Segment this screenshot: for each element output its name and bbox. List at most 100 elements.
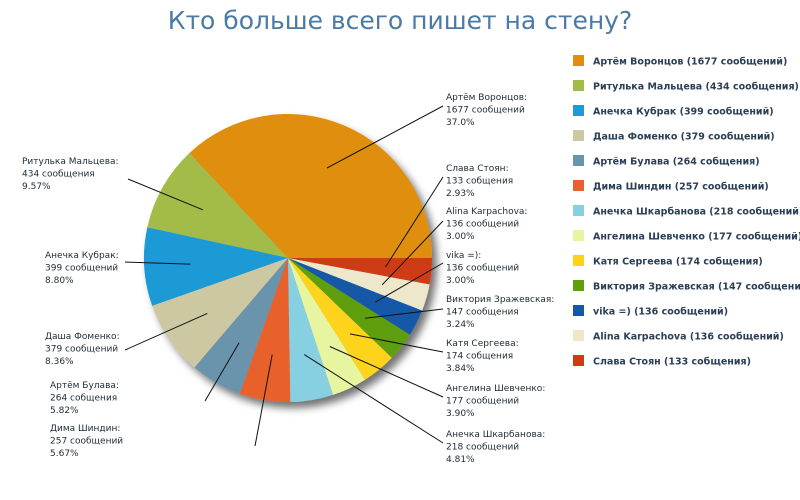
slice-4 xyxy=(194,258,288,394)
leader-line-3 xyxy=(124,312,208,351)
slice-0 xyxy=(189,114,432,258)
legend-item-0: Артём Воронцов (1677 сообщений) xyxy=(573,55,787,68)
legend-swatch xyxy=(573,130,584,141)
slice-label-8: Катя Сергеева: 174 собщения 3.84% xyxy=(446,339,519,374)
slice-label-count: 379 сообщений xyxy=(45,345,118,355)
legend-item-4: Артём Булава (264 собщения) xyxy=(573,155,760,168)
slice-label-label: Артём Воронцов: xyxy=(446,93,527,103)
slice-label-label: Анечка Кубрак: xyxy=(45,251,119,261)
legend: Артём Воронцов (1677 сообщений) Ритулька … xyxy=(573,55,800,368)
legend-label: vika =) (136 сообщений) xyxy=(593,307,728,318)
slice-label-pct: 8.36% xyxy=(45,357,74,367)
legend-item-10: vika =) (136 сообщений) xyxy=(573,305,728,318)
leader-line-12 xyxy=(385,176,444,268)
legend-label: Анечка Кубрак (399 сообщений) xyxy=(593,107,774,118)
legend-swatch xyxy=(573,155,584,166)
slice-label-label: Ритулька Мальцева: xyxy=(22,157,119,167)
slice-label-5: Дима Шиндин: 257 сообщений 5.67% xyxy=(50,424,123,459)
slice-label-pct: 9.57% xyxy=(22,182,51,192)
slice-labels: Артём Воронцов: 1677 сообщений 37.0% Ритуль… xyxy=(22,93,554,465)
leader-line-5 xyxy=(254,354,273,447)
legend-label: Даша Фоменко (379 сообщений) xyxy=(593,132,775,143)
slice-label-0: Артём Воронцов: 1677 сообщений 37.0% xyxy=(446,93,527,128)
slice-label-count: 136 сообщений xyxy=(446,220,519,230)
slice-label-3: Даша Фоменко: 379 сообщений 8.36% xyxy=(45,332,120,367)
chart-title: Кто больше всего пишет на стену? xyxy=(167,6,633,35)
pie-slices xyxy=(143,114,432,402)
legend-label: Дима Шиндин (257 сообщений) xyxy=(593,182,769,193)
legend-label: Катя Сергеева (174 собщения) xyxy=(593,257,763,268)
slice-label-label: Даша Фоменко: xyxy=(45,332,120,342)
legend-item-11: Alina Karpachova (136 сообщений) xyxy=(573,330,784,343)
slice-8 xyxy=(288,258,392,380)
legend-swatch xyxy=(573,280,584,291)
slice-label-label: Ангелина Шевченко: xyxy=(446,384,545,394)
legend-label: Артём Воронцов (1677 сообщений) xyxy=(593,57,787,68)
legend-swatch xyxy=(573,230,584,241)
slice-label-count: 147 сообщения xyxy=(446,308,519,318)
slice-label-count: 174 собщения xyxy=(446,352,513,362)
slice-label-count: 264 собщения xyxy=(50,394,117,404)
leader-line-9 xyxy=(365,308,444,319)
slice-label-7: Ангелина Шевченко: 177 сообщений 3.90% xyxy=(446,384,545,419)
slice-label-pct: 37.0% xyxy=(446,118,475,128)
legend-label: Alina Karpachova (136 сообщений) xyxy=(593,332,784,343)
legend-swatch xyxy=(573,355,584,366)
legend-swatch xyxy=(573,205,584,216)
slice-3 xyxy=(152,258,288,368)
slice-label-label: Артём Булава: xyxy=(50,381,119,391)
legend-item-9: Виктория Зражевская (147 сообщения) xyxy=(573,280,800,293)
legend-item-8: Катя Сергеева (174 собщения) xyxy=(573,255,763,268)
slice-1 xyxy=(147,153,288,258)
legend-label: Виктория Зражевская (147 сообщения) xyxy=(593,282,800,293)
legend-swatch xyxy=(573,55,584,66)
legend-label: Слава Стоян (133 собщения) xyxy=(593,357,751,368)
legend-item-5: Дима Шиндин (257 сообщений) xyxy=(573,180,769,193)
legend-swatch xyxy=(573,180,584,191)
leader-line-4 xyxy=(204,342,240,402)
legend-item-3: Даша Фоменко (379 сообщений) xyxy=(573,130,775,143)
leader-line-2 xyxy=(124,261,191,265)
leader-line-1 xyxy=(127,178,203,211)
leader-line-10 xyxy=(375,262,444,303)
slice-2 xyxy=(143,227,288,306)
legend-item-2: Анечка Кубрак (399 сообщений) xyxy=(573,105,774,118)
slice-label-10: vika =): 136 сообщений 3.00% xyxy=(446,251,519,286)
slice-label-count: 399 сообщений xyxy=(45,264,118,274)
slice-label-label: Дима Шиндин: xyxy=(50,424,120,434)
slice-label-label: vika =): xyxy=(446,251,481,261)
legend-label: Анечка Шкарбанова (218 сообщений) xyxy=(593,207,800,218)
slice-label-9: Виктория Зражевская: 147 сообщения 3.24% xyxy=(446,295,554,330)
slice-label-12: Слава Стоян: 133 собщения 2.93% xyxy=(446,164,513,199)
slice-label-pct: 3.90% xyxy=(446,409,475,419)
slice-label-count: 434 сообщения xyxy=(22,170,95,180)
slice-label-pct: 2.93% xyxy=(446,189,475,199)
slice-label-4: Артём Булава: 264 собщения 5.82% xyxy=(50,381,119,416)
legend-swatch xyxy=(573,80,584,91)
slice-label-1: Ритулька Мальцева: 434 сообщения 9.57% xyxy=(22,157,119,192)
slice-9 xyxy=(288,258,410,358)
slice-label-pct: 5.82% xyxy=(50,406,79,416)
legend-item-6: Анечка Шкарбанова (218 сообщений) xyxy=(573,205,800,218)
slice-label-2: Анечка Кубрак: 399 сообщений 8.80% xyxy=(45,251,119,286)
slice-label-count: 257 сообщений xyxy=(50,437,123,447)
legend-swatch xyxy=(573,330,584,341)
slice-12 xyxy=(288,258,432,285)
slice-label-pct: 3.00% xyxy=(446,276,475,286)
slice-label-label: Слава Стоян: xyxy=(446,164,509,174)
legend-label: Артём Булава (264 собщения) xyxy=(593,157,760,168)
leader-lines xyxy=(124,105,444,447)
leader-line-6 xyxy=(304,354,444,444)
legend-swatch xyxy=(573,105,584,116)
leader-line-0 xyxy=(326,105,444,169)
slice-label-count: 1677 сообщений xyxy=(446,106,525,116)
legend-label: Ангелина Шевченко (177 сообщений) xyxy=(593,232,800,243)
slice-label-pct: 8.80% xyxy=(45,276,74,286)
legend-swatch xyxy=(573,305,584,316)
slice-label-pct: 3.24% xyxy=(446,320,475,330)
legend-swatch xyxy=(573,255,584,266)
slice-5 xyxy=(239,258,291,402)
legend-item-1: Ритулька Мальцева (434 сообщения) xyxy=(573,80,799,93)
slice-label-label: Alina Karpachova: xyxy=(446,207,527,217)
leader-line-7 xyxy=(329,346,444,398)
